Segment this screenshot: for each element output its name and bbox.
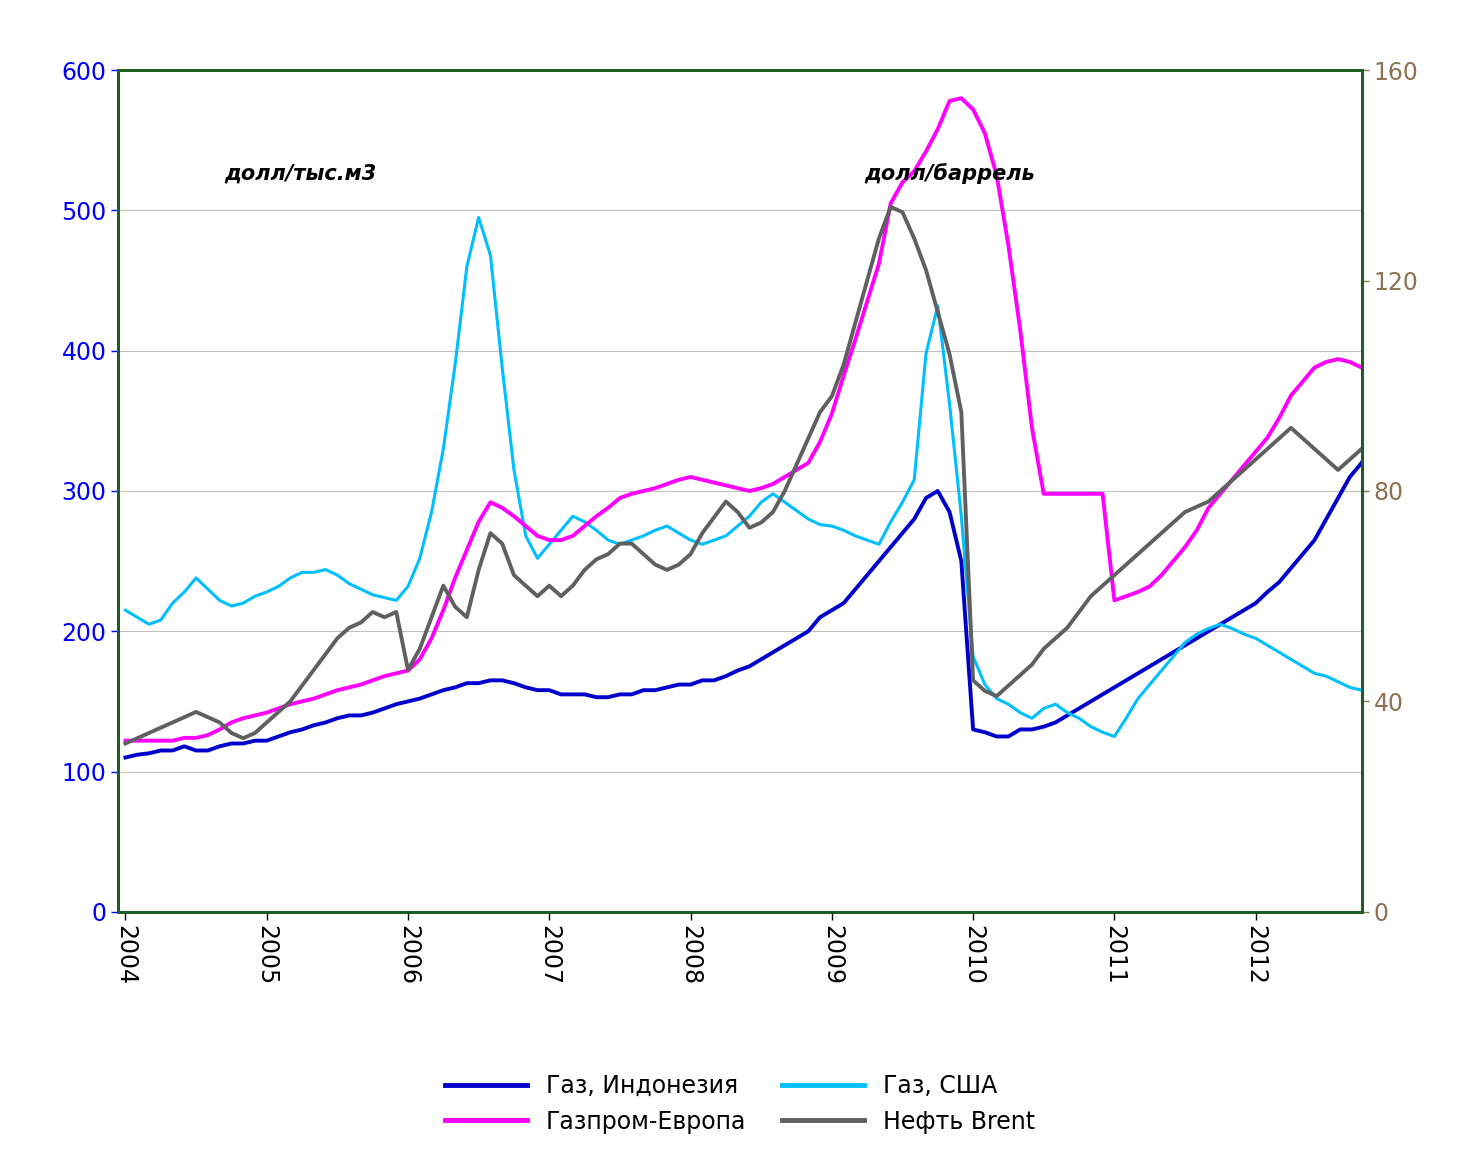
Legend: Газ, Индонезия, Газпром-Европа, Газ, США, Нефть Brent: Газ, Индонезия, Газпром-Европа, Газ, США… — [432, 1063, 1048, 1146]
Text: долл/тыс.м3: долл/тыс.м3 — [223, 164, 376, 184]
Text: долл/баррель: долл/баррель — [864, 162, 1035, 184]
